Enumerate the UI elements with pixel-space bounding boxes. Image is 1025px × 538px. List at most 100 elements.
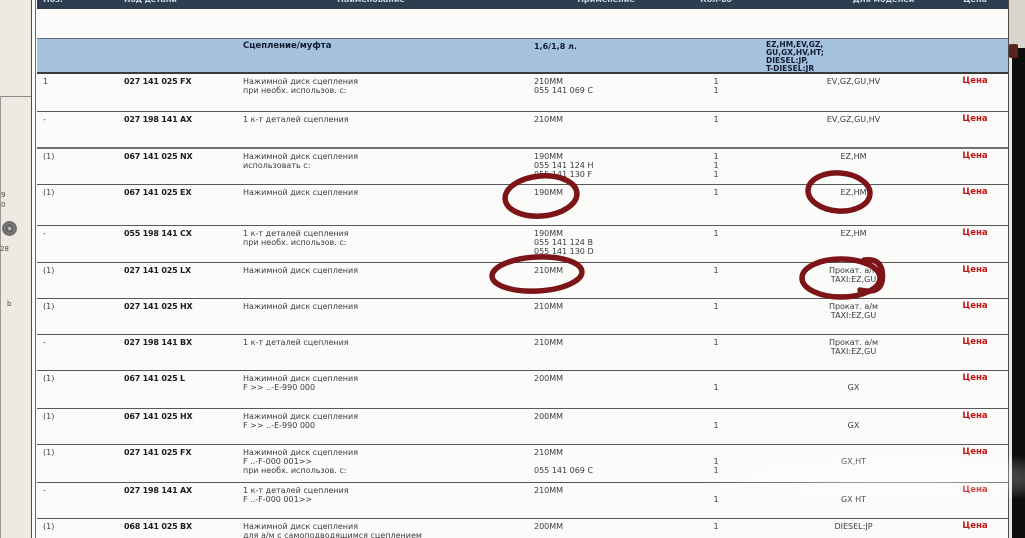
models-cell: DIESEL:JP	[834, 522, 873, 531]
table-row[interactable]: - 027 198 141 AX 1 к-т деталей сцепления…	[37, 111, 1008, 147]
name-cell: Нажимной диск сцепления F ..-F-000 001>>…	[243, 448, 359, 475]
pos-cell: -	[43, 338, 46, 347]
price-link[interactable]: Цена	[962, 521, 988, 531]
pos-cell: (1)	[43, 374, 55, 383]
screen-edge-strip	[1012, 48, 1025, 538]
price-link[interactable]: Цена	[962, 301, 988, 311]
price-link[interactable]: Цена	[962, 447, 988, 457]
note-cell: 190MM	[534, 188, 564, 197]
part-number-cell: 027 198 141 BX	[124, 338, 192, 347]
name-cell: 1 к-т деталей сцепления при необх. испол…	[243, 229, 349, 247]
table-inner-border	[35, 0, 36, 538]
pos-cell: -	[43, 229, 46, 238]
name-cell: 1 к-т деталей сцепления	[243, 115, 349, 124]
col-header-part-number: Код детали	[101, 0, 236, 9]
price-link[interactable]: Цена	[962, 411, 988, 421]
name-cell: Нажимной диск сцепления при необх. испол…	[243, 77, 359, 95]
models-cell: GX	[847, 421, 860, 430]
qty-cell: 1	[713, 266, 719, 275]
diagram-callout-label: b	[7, 300, 12, 308]
col-header-note: Применение	[506, 0, 666, 9]
table-row[interactable]: - 055 198 141 CX 1 к-т деталей сцепления…	[37, 225, 1008, 262]
price-link[interactable]: Цена	[962, 265, 988, 275]
col-header-name: Наименование	[236, 0, 506, 9]
name-cell: Нажимной диск сцепления	[243, 188, 359, 197]
table-row[interactable]: (1) 067 141 025 EX Нажимной диск сцеплен…	[37, 184, 1008, 225]
pos-cell: (1)	[43, 266, 55, 275]
part-number-cell: 067 141 025 EX	[124, 188, 192, 197]
price-link[interactable]: Цена	[962, 373, 988, 383]
price-link[interactable]: Цена	[962, 187, 988, 197]
col-header-models: Для моделей	[766, 0, 941, 9]
note-cell: 200MM	[534, 412, 564, 421]
name-cell: Нажимной диск сцепления для а/м с самопо…	[243, 522, 422, 538]
part-number-cell: 027 198 141 AX	[124, 486, 193, 495]
price-link[interactable]: Цена	[962, 114, 988, 124]
part-number-cell: 067 141 025 HX	[124, 412, 193, 421]
note-cell: 210MM 055 141 069 C	[534, 77, 594, 95]
parts-table: Поз. Код детали Наименование Применение …	[31, 0, 1009, 538]
note-cell: 210MM	[534, 486, 564, 495]
qty-cell: 1	[713, 338, 719, 347]
price-link[interactable]: Цена	[962, 228, 988, 238]
table-row[interactable]: (1) 068 141 025 BX Нажимной диск сцеплен…	[37, 518, 1008, 538]
part-number-cell: 027 141 025 FX	[124, 77, 192, 86]
table-row[interactable]: (1) 027 141 025 LX Нажимной диск сцеплен…	[37, 262, 1008, 298]
col-header-qty: Кол-во	[666, 0, 766, 9]
photo-artifact	[1009, 44, 1018, 58]
diagram-callout-label: 28	[0, 245, 9, 253]
diagram-callout-label: 0	[1, 201, 6, 209]
pos-cell: 1	[43, 77, 49, 86]
note-cell: 210MM 055 141 069 C	[534, 448, 594, 475]
models-cell: Прокат. а/м TAXI:EZ,GU	[828, 266, 879, 284]
diagram-panel-border	[0, 96, 31, 97]
pos-cell: (1)	[43, 188, 55, 197]
table-row[interactable]: (1) 067 141 025 HX Нажимной диск сцеплен…	[37, 408, 1008, 444]
qty-cell: 1	[713, 115, 719, 124]
note-cell: 200MM	[534, 374, 564, 383]
models-cell: EV,GZ,GU,HV	[826, 77, 881, 86]
models-cell: EZ,HM	[840, 188, 867, 197]
price-link[interactable]: Цена	[962, 76, 988, 86]
note-cell: 200MM	[534, 522, 564, 531]
table-row[interactable]: (1) 027 141 025 FX Нажимной диск сцеплен…	[37, 444, 1008, 482]
models-cell: Прокат. а/м TAXI:EZ,GU	[828, 338, 879, 356]
part-number-cell: 068 141 025 BX	[124, 522, 192, 531]
pos-cell: (1)	[43, 448, 55, 457]
price-link[interactable]: Цена	[962, 337, 988, 347]
col-header-pos: Поз.	[37, 0, 101, 9]
qty-cell: 1	[713, 302, 719, 311]
name-cell: Нажимной диск сцепления	[243, 266, 359, 275]
table-row[interactable]: - 027 198 141 AX 1 к-т деталей сцепления…	[37, 482, 1008, 518]
price-link[interactable]: Цена	[962, 151, 988, 161]
pos-cell: (1)	[43, 152, 55, 161]
name-cell: 1 к-т деталей сцепления F ..-F-000 001>>	[243, 486, 349, 504]
table-row[interactable]: (1) 067 141 025 L Нажимной диск сцеплени…	[37, 370, 1008, 408]
table-row[interactable]: (1) 067 141 025 NX Нажимной диск сцеплен…	[37, 147, 1008, 184]
part-number-cell: 027 198 141 AX	[124, 115, 193, 124]
part-number-cell: 055 198 141 CX	[124, 229, 192, 238]
page-margin-right	[1009, 0, 1025, 48]
qty-cell: 1	[713, 495, 719, 504]
models-cell: GX	[847, 383, 860, 392]
qty-cell: 1	[713, 421, 719, 430]
diagram-panel-border	[0, 96, 1, 538]
group-models: EZ,HM,EV,GZ, GU,GX,HV,HT; DIESEL:JP, T-D…	[766, 40, 824, 73]
qty-cell: 1 1	[713, 77, 719, 95]
qty-cell: 1	[713, 188, 719, 197]
note-cell: 210MM	[534, 302, 564, 311]
table-row[interactable]: 1 027 141 025 FX Нажимной диск сцепления…	[37, 74, 1008, 111]
models-cell: EZ,HM	[840, 152, 867, 161]
models-cell: GX,HT	[840, 457, 867, 466]
name-cell: 1 к-т деталей сцепления	[243, 338, 349, 347]
price-link[interactable]: Цена	[962, 485, 988, 495]
table-row[interactable]: (1) 027 141 025 HX Нажимной диск сцеплен…	[37, 298, 1008, 334]
left-diagram-margin: 9 0 28 b	[0, 0, 31, 538]
qty-cell: 1	[713, 229, 719, 238]
pos-cell: (1)	[43, 412, 55, 421]
table-row[interactable]: - 027 198 141 BX 1 к-т деталей сцепления…	[37, 334, 1008, 370]
part-number-cell: 027 141 025 LX	[124, 266, 191, 275]
group-header-row: Сцепление/муфта 1,6/1,8 л. EZ,HM,EV,GZ, …	[37, 38, 1008, 74]
note-cell: 210MM	[534, 266, 564, 275]
models-cell: EZ,HM	[840, 229, 867, 238]
